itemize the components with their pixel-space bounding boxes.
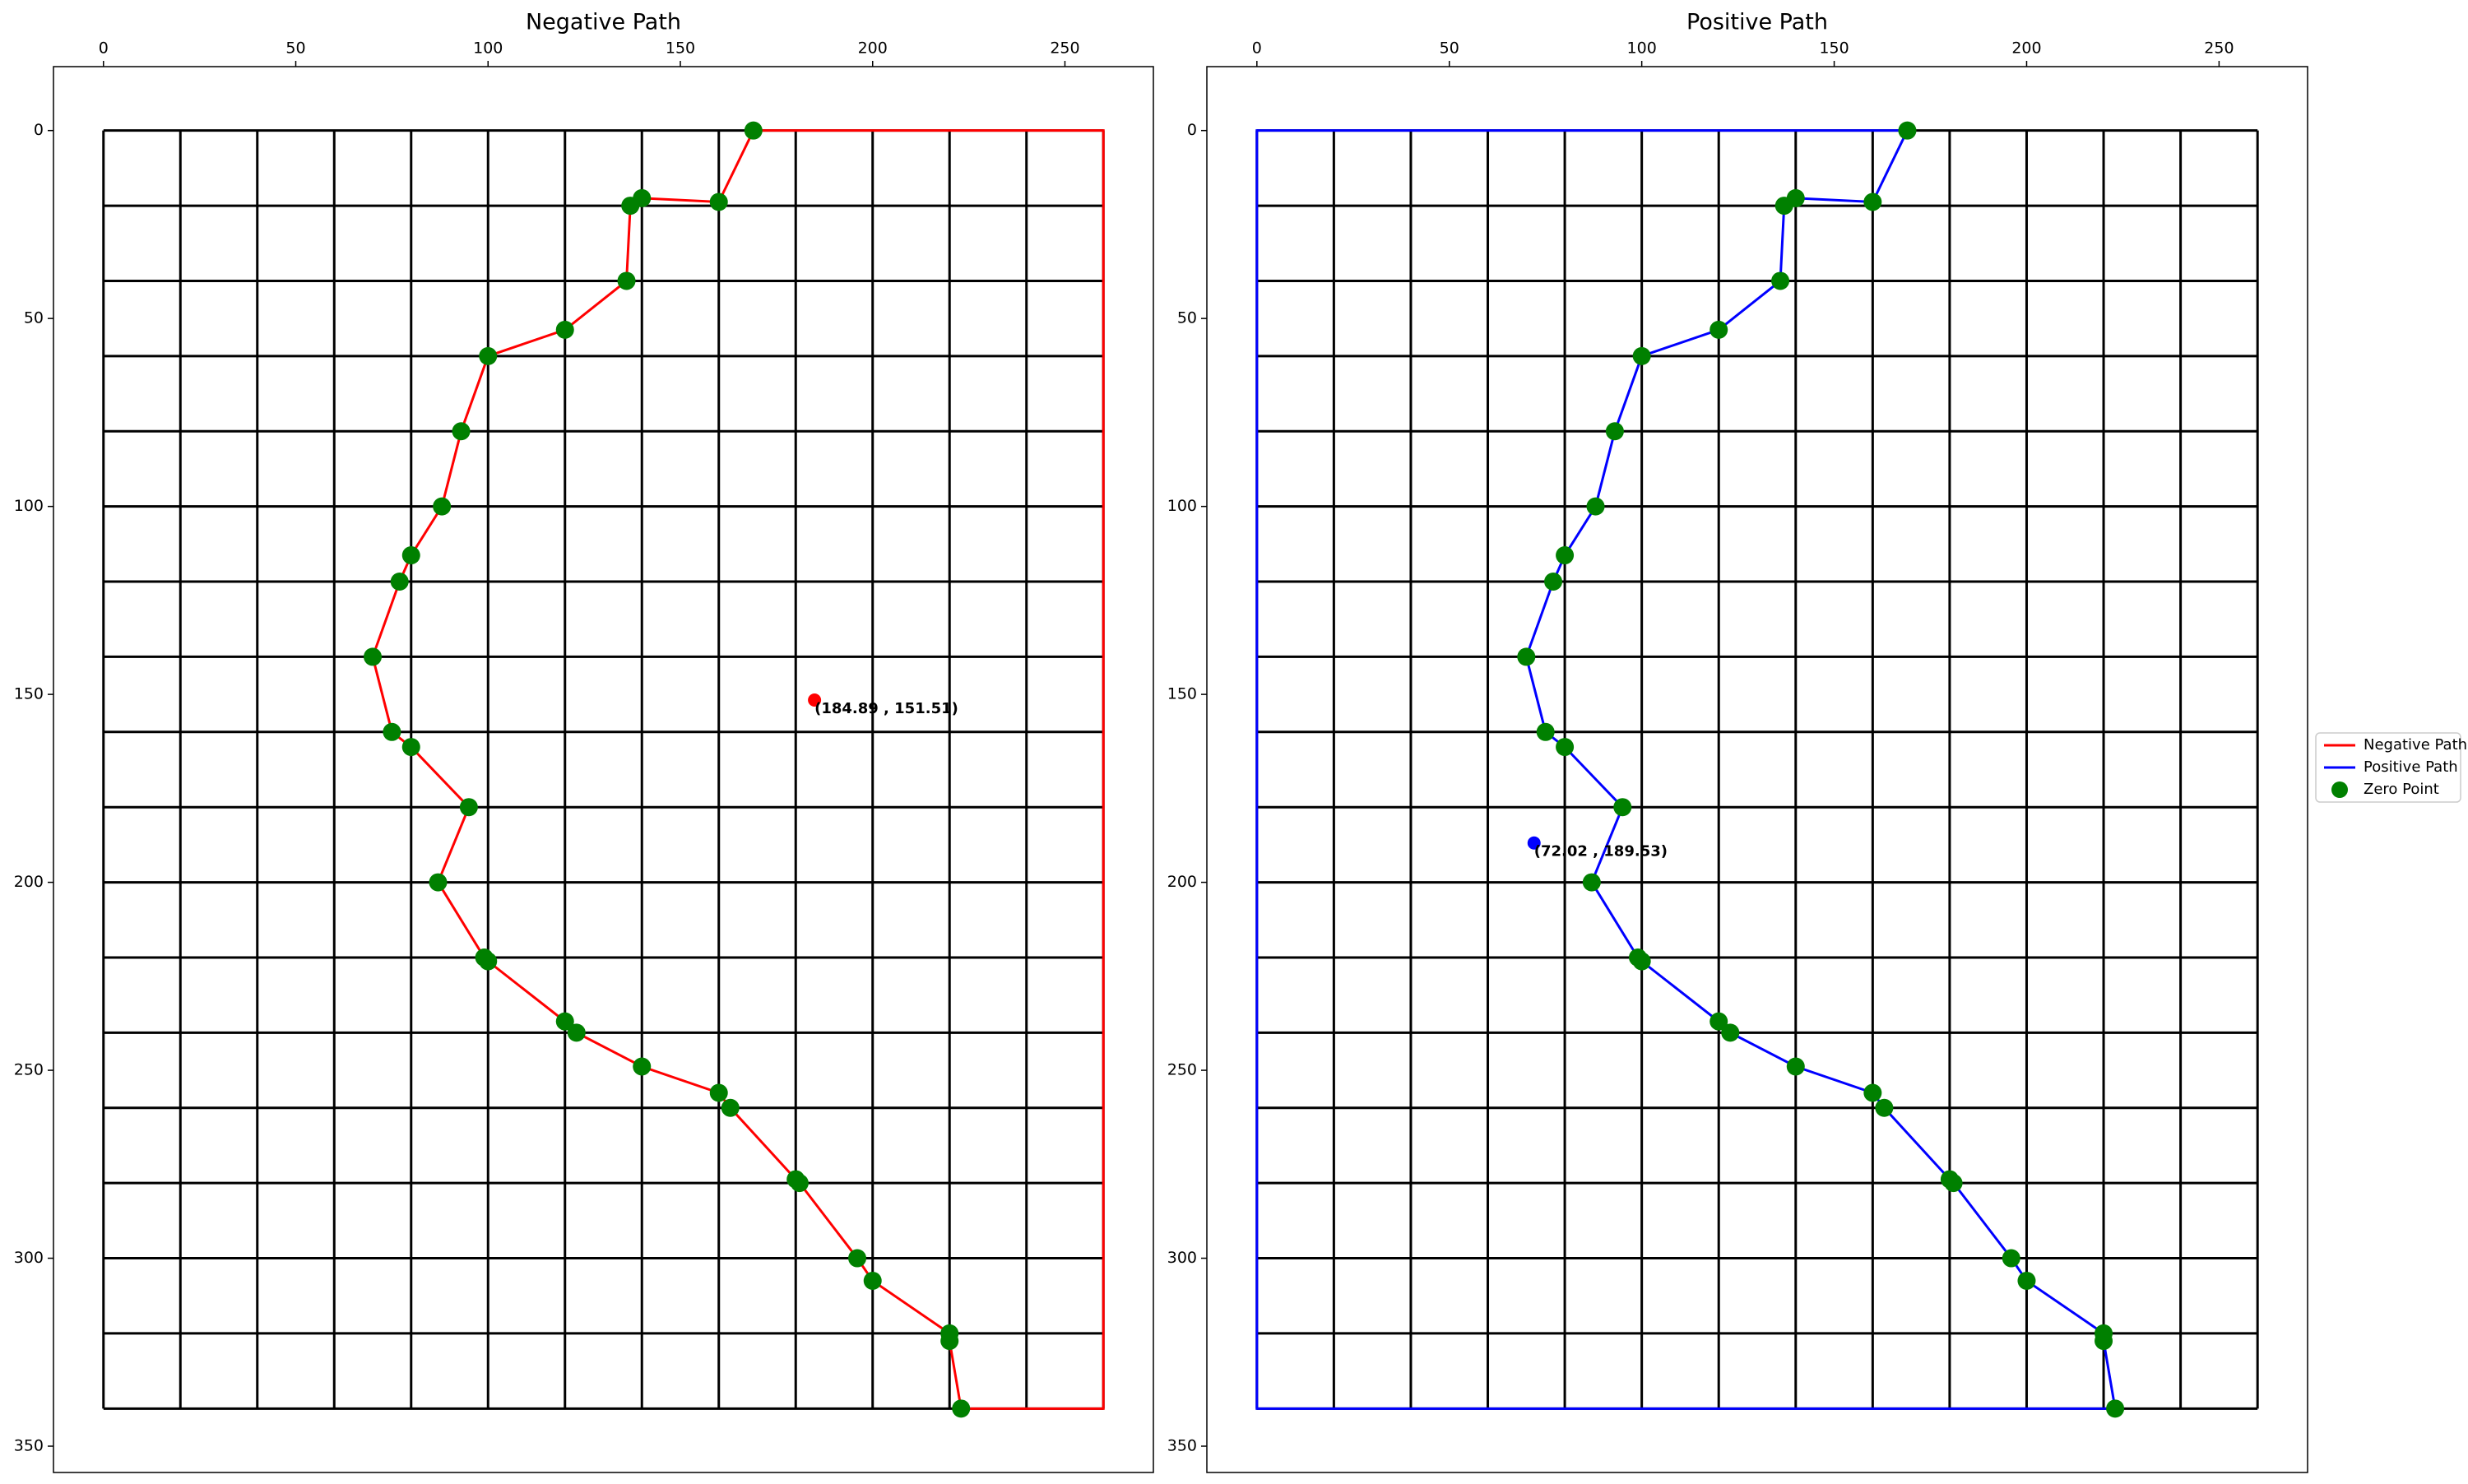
zero-point [790, 1174, 809, 1193]
zero-point [1944, 1174, 1963, 1193]
zero-point [721, 1098, 740, 1117]
zero-point [1786, 1057, 1805, 1076]
annotation-point [808, 693, 822, 707]
zero-point [1536, 722, 1555, 741]
x-tick-label: 150 [666, 39, 695, 58]
y-tick-label: 100 [14, 497, 44, 515]
zero-point [555, 1012, 574, 1031]
y-tick-label: 300 [1167, 1249, 1197, 1267]
legend-label: Zero Point [2364, 781, 2439, 798]
zero-point [1544, 573, 1563, 591]
zero-point [1582, 873, 1601, 892]
y-tick-label: 300 [14, 1249, 44, 1267]
zero-point [744, 121, 763, 140]
zero-point [863, 1271, 882, 1290]
y-tick-label: 150 [14, 685, 44, 703]
zero-point [1517, 647, 1536, 666]
zero-point [1586, 497, 1605, 516]
zero-point [940, 1332, 959, 1351]
zero-point [567, 1023, 586, 1042]
zero-point [459, 798, 478, 817]
zero-point [555, 320, 574, 339]
zero-point [1898, 121, 1917, 140]
y-tick-label: 50 [1177, 309, 1197, 327]
zero-point [621, 197, 640, 216]
zero-point [479, 346, 498, 365]
zero-point [1632, 346, 1651, 365]
zero-point [848, 1249, 867, 1268]
annotation-label: (184.89 , 151.51) [814, 700, 958, 717]
zero-point [1632, 952, 1651, 971]
zero-point [401, 738, 420, 757]
legend-label: Negative Path [2364, 736, 2467, 754]
annotation-point [1527, 836, 1541, 850]
zero-point [364, 647, 383, 666]
y-tick-label: 0 [34, 121, 44, 139]
zero-point [709, 1083, 728, 1102]
axes-frame [1206, 66, 2308, 1473]
zero-point [709, 192, 728, 211]
zero-point [401, 546, 420, 565]
annotation-label: (72.02 , 189.53) [1534, 843, 1668, 860]
x-tick-label: 100 [1627, 39, 1657, 58]
zero-point [1605, 422, 1624, 441]
y-tick-label: 50 [24, 309, 44, 327]
legend-swatch [2331, 781, 2348, 798]
x-tick-label: 50 [1440, 39, 1459, 58]
axes-frame [53, 66, 1154, 1473]
y-tick-label: 150 [1167, 685, 1197, 703]
zero-point [1771, 271, 1790, 290]
zero-point [1863, 1083, 1882, 1102]
zero-point [1710, 1012, 1728, 1031]
y-tick-label: 100 [1167, 497, 1197, 515]
zero-point [452, 422, 471, 441]
zero-point [1875, 1098, 1894, 1117]
zero-point [1774, 197, 1793, 216]
y-tick-label: 350 [1167, 1437, 1197, 1455]
zero-point [2017, 1271, 2036, 1290]
zero-point [383, 722, 401, 741]
y-tick-label: 200 [1167, 873, 1197, 891]
y-tick-label: 200 [14, 873, 44, 891]
zero-point [479, 952, 498, 971]
zero-point [1556, 546, 1575, 565]
zero-point [2002, 1249, 2020, 1268]
x-tick-label: 100 [473, 39, 503, 58]
path-line [1255, 129, 2117, 1410]
zero-point [633, 1057, 652, 1076]
x-tick-label: 200 [2011, 39, 2041, 58]
zero-point [2095, 1332, 2113, 1351]
y-tick-label: 250 [1167, 1061, 1197, 1079]
zero-point [429, 873, 448, 892]
x-tick-label: 0 [99, 39, 109, 58]
x-tick-label: 200 [858, 39, 888, 58]
y-tick-label: 0 [1187, 121, 1197, 139]
zero-point [433, 497, 452, 516]
y-tick-label: 350 [14, 1437, 44, 1455]
x-tick-label: 250 [2204, 39, 2234, 58]
x-tick-label: 50 [285, 39, 305, 58]
zero-point [1556, 738, 1575, 757]
path-line [371, 129, 1105, 1410]
y-tick-label: 250 [14, 1061, 44, 1079]
zero-point [1710, 320, 1728, 339]
x-tick-label: 0 [1252, 39, 1262, 58]
zero-point [1613, 798, 1632, 817]
x-tick-label: 250 [1050, 39, 1079, 58]
legend-label: Positive Path [2364, 758, 2458, 776]
zero-point [617, 271, 636, 290]
zero-point [1863, 192, 1882, 211]
x-tick-label: 150 [1819, 39, 1849, 58]
zero-point [952, 1399, 971, 1418]
zero-point [1721, 1023, 1740, 1042]
chart-title: Positive Path [1686, 10, 1828, 35]
legend-box [2315, 732, 2461, 803]
chart-title: Negative Path [526, 10, 681, 35]
zero-point [2106, 1399, 2125, 1418]
zero-point [390, 573, 409, 591]
